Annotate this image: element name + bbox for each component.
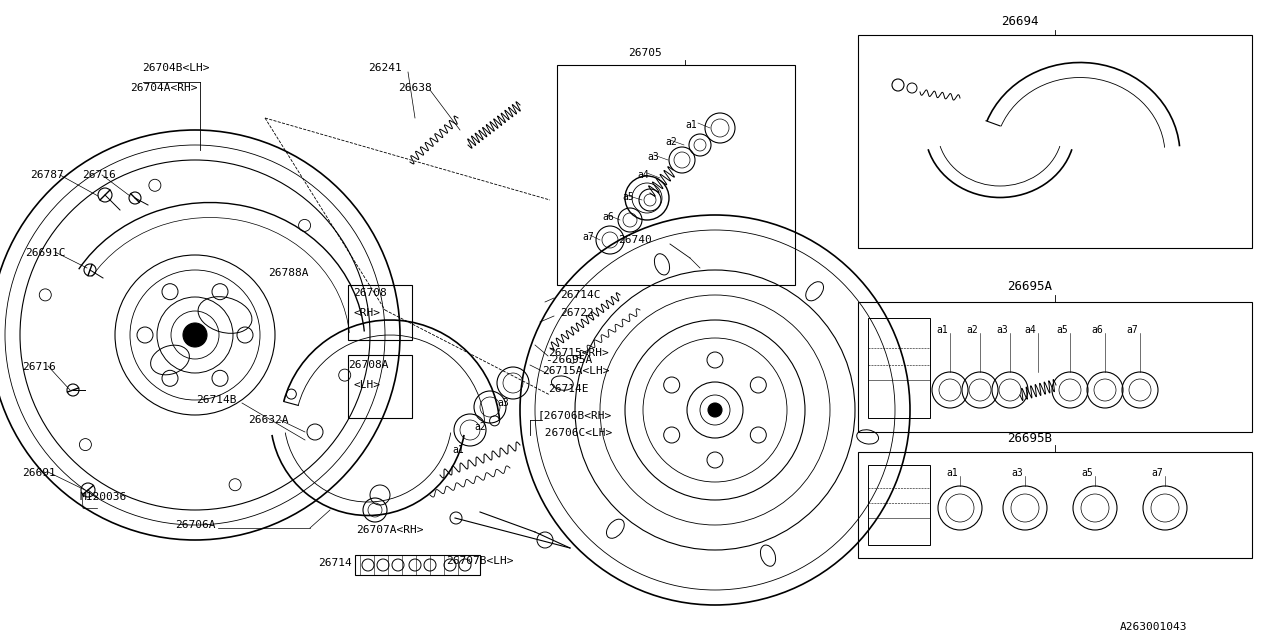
Text: <RH>: <RH> <box>353 308 380 318</box>
Text: 26706C<LH>: 26706C<LH> <box>538 428 612 438</box>
Text: 26740: 26740 <box>618 235 652 245</box>
Text: a4: a4 <box>1024 325 1036 335</box>
Text: 26691C: 26691C <box>26 248 65 258</box>
Text: A263001043: A263001043 <box>1120 622 1188 632</box>
Circle shape <box>708 403 722 417</box>
Text: 26714: 26714 <box>317 558 352 568</box>
Bar <box>557 65 795 285</box>
Text: a1: a1 <box>685 120 696 130</box>
Bar <box>355 555 480 575</box>
Text: 26691: 26691 <box>22 468 56 478</box>
Bar <box>858 302 1252 432</box>
Text: a2: a2 <box>474 422 485 432</box>
Text: a3: a3 <box>497 398 508 408</box>
Text: 26707B<LH>: 26707B<LH> <box>445 556 513 566</box>
Bar <box>868 465 931 545</box>
Text: 26707A<RH>: 26707A<RH> <box>356 525 424 535</box>
Text: 26722: 26722 <box>561 308 594 318</box>
Text: 26715<RH>: 26715<RH> <box>548 348 609 358</box>
Text: 26716: 26716 <box>22 362 56 372</box>
Text: 26788A: 26788A <box>268 268 308 278</box>
Text: 26714C: 26714C <box>561 290 600 300</box>
Text: 26241: 26241 <box>369 63 402 73</box>
Text: a2: a2 <box>966 325 978 335</box>
Bar <box>868 318 931 418</box>
Text: 26706A: 26706A <box>175 520 215 530</box>
Text: a1: a1 <box>946 468 957 478</box>
Text: a3: a3 <box>646 152 659 162</box>
Text: <LH>: <LH> <box>353 380 380 390</box>
Text: 26638: 26638 <box>398 83 431 93</box>
Text: a7: a7 <box>582 232 594 242</box>
Text: M120036: M120036 <box>79 492 127 502</box>
Bar <box>348 285 412 340</box>
Text: 26708: 26708 <box>353 288 387 298</box>
Bar <box>858 35 1252 248</box>
Text: 26708A: 26708A <box>348 360 389 370</box>
Text: 26787: 26787 <box>29 170 64 180</box>
Text: a6: a6 <box>1091 325 1103 335</box>
Bar <box>348 355 412 418</box>
Text: a5: a5 <box>1082 468 1093 478</box>
Text: a3: a3 <box>996 325 1007 335</box>
Text: 26632A: 26632A <box>248 415 288 425</box>
Text: 26714E: 26714E <box>548 384 589 394</box>
Text: 26704A<RH>: 26704A<RH> <box>131 83 197 93</box>
Text: a5: a5 <box>622 192 634 202</box>
Text: 26695B: 26695B <box>1007 432 1052 445</box>
Circle shape <box>183 323 207 347</box>
Text: 26695A: 26695A <box>1007 280 1052 293</box>
Text: 26704B<LH>: 26704B<LH> <box>142 63 210 73</box>
Text: a4: a4 <box>637 170 649 180</box>
Text: 26705: 26705 <box>628 48 662 58</box>
Text: 26715A<LH>: 26715A<LH> <box>541 366 609 376</box>
Text: a7: a7 <box>1151 468 1162 478</box>
Bar <box>858 452 1252 558</box>
Text: a1: a1 <box>452 445 463 455</box>
Text: -26695A: -26695A <box>545 355 593 365</box>
Text: 26694: 26694 <box>1001 15 1039 28</box>
Text: a2: a2 <box>666 137 677 147</box>
Text: a1: a1 <box>936 325 948 335</box>
Text: 26714B: 26714B <box>196 395 237 405</box>
Text: a3: a3 <box>1011 468 1023 478</box>
Text: a5: a5 <box>1056 325 1068 335</box>
Text: [26706B<RH>: [26706B<RH> <box>538 410 612 420</box>
Text: 26716: 26716 <box>82 170 115 180</box>
Text: a6: a6 <box>602 212 613 222</box>
Text: a7: a7 <box>1126 325 1138 335</box>
